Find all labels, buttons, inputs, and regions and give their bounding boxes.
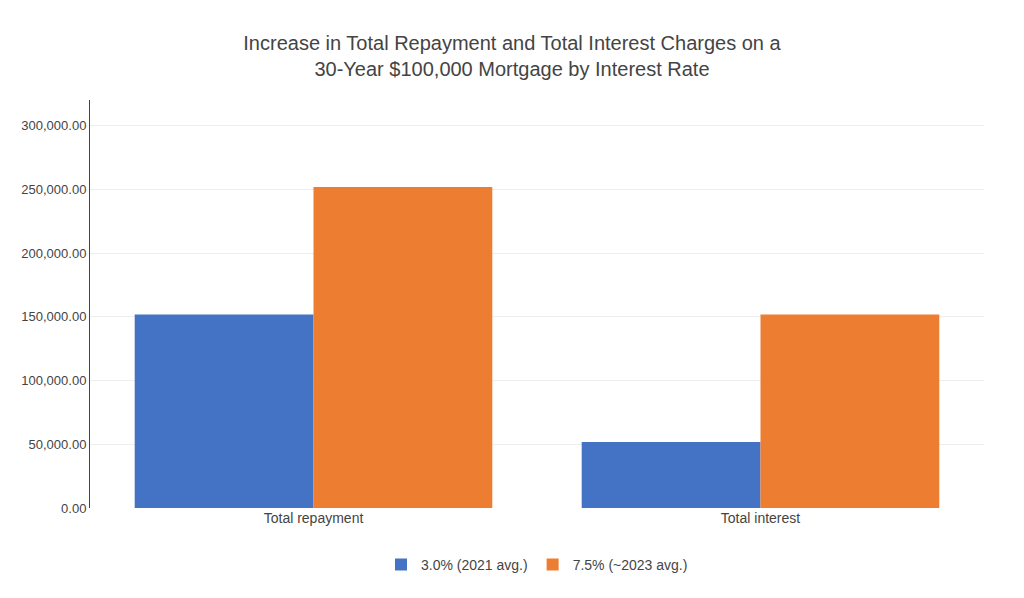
svg-text:Total interest: Total interest bbox=[721, 510, 800, 526]
svg-text:150,000.00: 150,000.00 bbox=[21, 309, 86, 324]
svg-text:0.00: 0.00 bbox=[61, 501, 86, 516]
svg-text:250,000.00: 250,000.00 bbox=[21, 182, 86, 197]
svg-text:300,000.00: 300,000.00 bbox=[21, 118, 86, 133]
svg-text:200,000.00: 200,000.00 bbox=[21, 246, 86, 261]
svg-text:3.0% (2021 avg.): 3.0% (2021 avg.) bbox=[421, 557, 528, 573]
svg-text:7.5% (~2023 avg.): 7.5% (~2023 avg.) bbox=[573, 557, 688, 573]
svg-text:50,000.00: 50,000.00 bbox=[29, 437, 87, 452]
svg-text:100,000.00: 100,000.00 bbox=[21, 373, 86, 388]
svg-text:Increase in Total Repayment an: Increase in Total Repayment and Total In… bbox=[243, 32, 781, 80]
svg-text:Total repayment: Total repayment bbox=[264, 510, 364, 526]
